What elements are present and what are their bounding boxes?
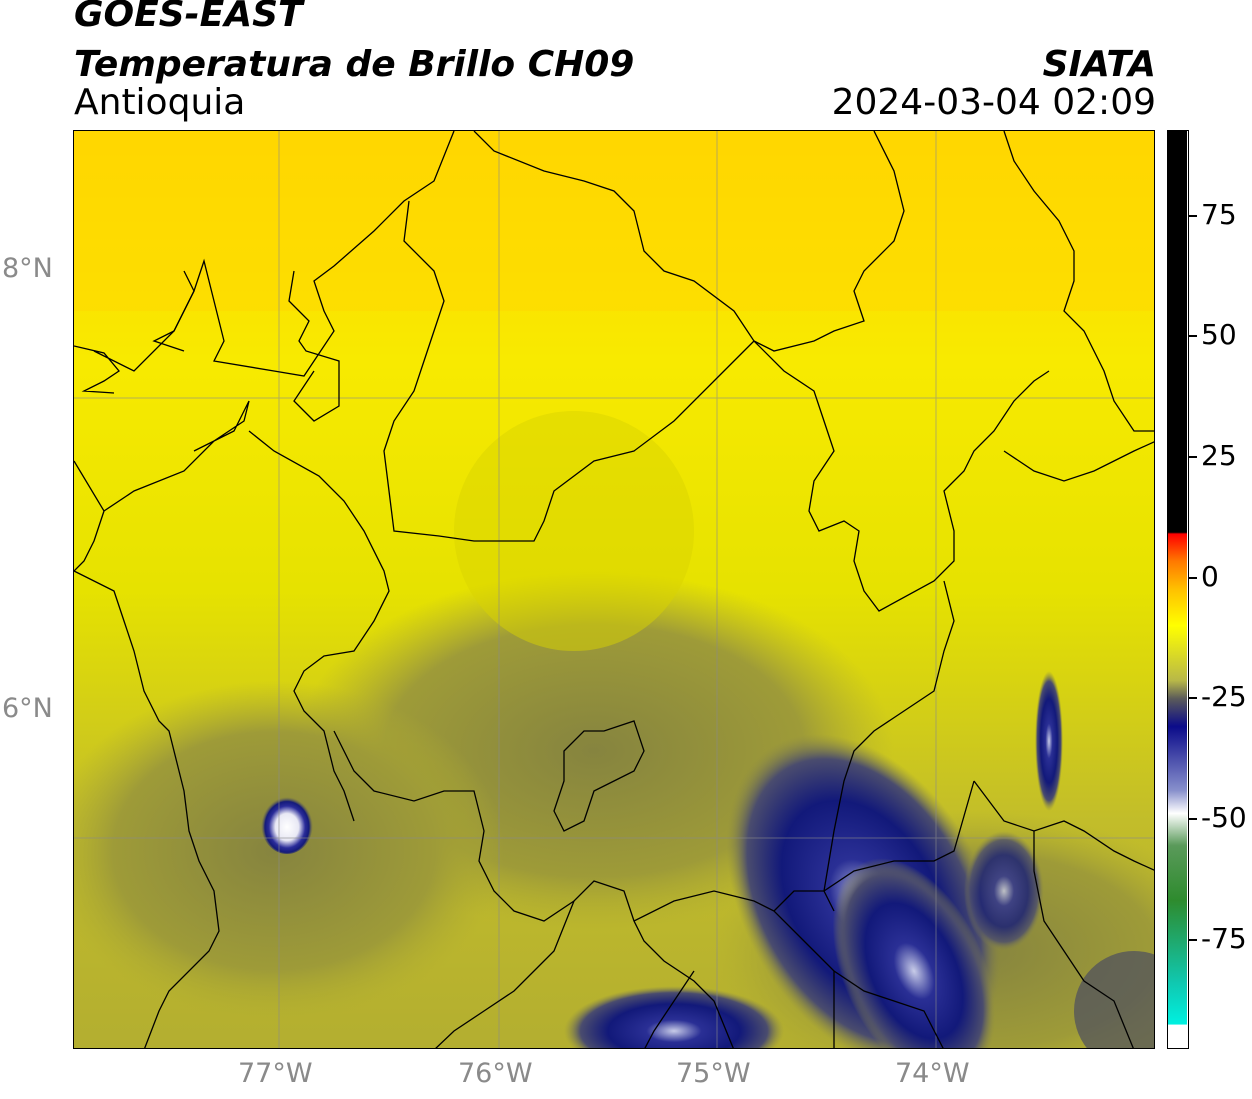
colorbar-tick bbox=[1189, 335, 1197, 337]
lon-label-74w: 74°W bbox=[895, 1058, 970, 1089]
lat-label-8n: 8°N bbox=[2, 253, 53, 284]
colorbar-tick bbox=[1189, 697, 1197, 699]
colorbar-label-50: 50 bbox=[1201, 318, 1237, 351]
brightness-temperature-map bbox=[73, 130, 1155, 1049]
colorbar-tick bbox=[1189, 577, 1197, 579]
lon-label-75w: 75°W bbox=[676, 1058, 751, 1089]
timestamp-label: 2024-03-04 02:09 bbox=[831, 82, 1156, 123]
region-subtitle: Antioquia bbox=[74, 82, 246, 123]
organization-label: SIATA bbox=[1042, 44, 1156, 85]
colorbar-label-neg25: -25 bbox=[1201, 680, 1247, 713]
colorbar-label-neg50: -50 bbox=[1201, 801, 1247, 834]
colorbar-label-25: 25 bbox=[1201, 439, 1237, 472]
colorbar-label-0: 0 bbox=[1201, 560, 1219, 593]
colorbar-tick bbox=[1189, 456, 1197, 458]
colorbar-tick bbox=[1189, 215, 1197, 217]
colorbar-tick bbox=[1189, 939, 1197, 941]
colorbar-label-neg75: -75 bbox=[1201, 922, 1247, 955]
satellite-title: GOES-EAST bbox=[74, 0, 303, 35]
colorbar-gradient bbox=[1168, 131, 1187, 1047]
lat-label-6n: 6°N bbox=[2, 693, 53, 724]
lon-label-76w: 76°W bbox=[458, 1058, 533, 1089]
product-title: Temperatura de Brillo CH09 bbox=[74, 44, 635, 85]
colorbar-tick bbox=[1189, 818, 1197, 820]
map-canvas bbox=[74, 131, 1154, 1048]
colorbar bbox=[1167, 130, 1189, 1049]
lon-label-77w: 77°W bbox=[238, 1058, 313, 1089]
colorbar-label-75: 75 bbox=[1201, 198, 1237, 231]
